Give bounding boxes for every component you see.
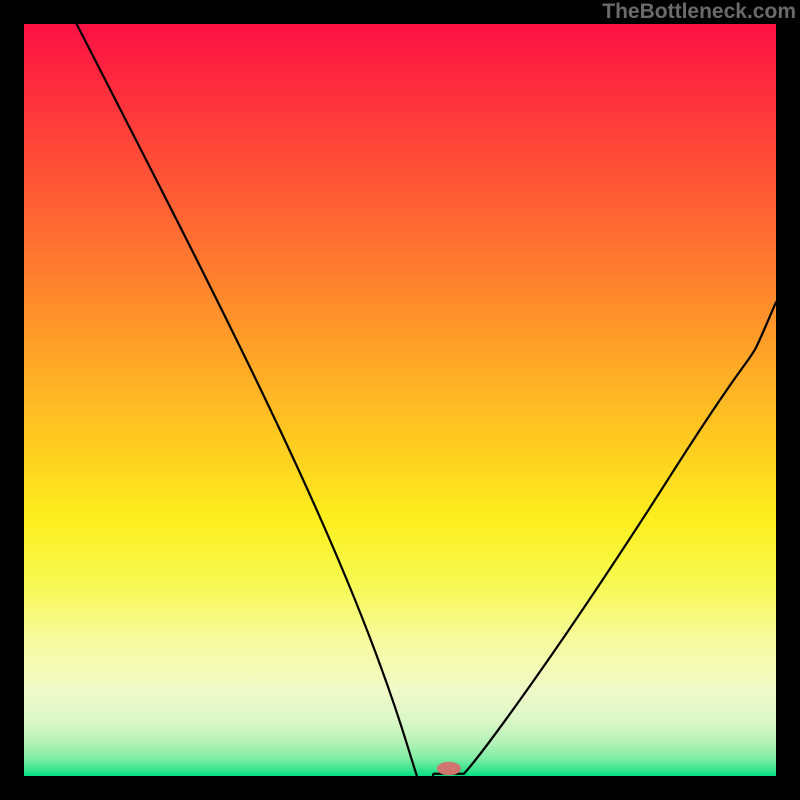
watermark-text: TheBottleneck.com bbox=[602, 0, 796, 24]
bottleneck-chart-svg bbox=[24, 24, 776, 776]
chart-background bbox=[24, 24, 776, 776]
plot-area bbox=[24, 24, 776, 776]
chart-frame: TheBottleneck.com bbox=[0, 0, 800, 800]
optimum-marker bbox=[437, 762, 461, 776]
